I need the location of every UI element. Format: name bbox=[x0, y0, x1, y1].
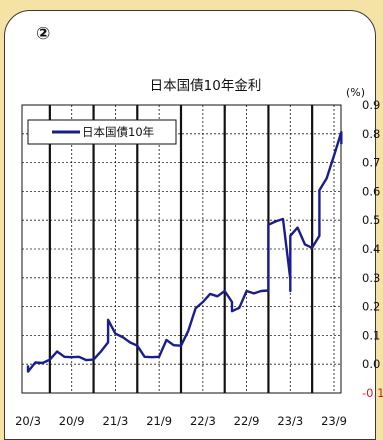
x-tick-label: 22/9 bbox=[234, 414, 260, 428]
y-tick-label: 0.9 bbox=[362, 98, 380, 112]
y-tick-label: 0.5 bbox=[362, 213, 380, 227]
y-tick-label: 0.3 bbox=[362, 271, 380, 285]
legend: 日本国債10年 bbox=[27, 119, 177, 145]
y-tick-label: 0.8 bbox=[362, 127, 380, 141]
y-tick-label: 0.0 bbox=[362, 357, 380, 371]
panel-number: ② bbox=[36, 24, 51, 44]
legend-label: 日本国債10年 bbox=[82, 125, 154, 139]
y-tick-label: 0.2 bbox=[362, 300, 380, 314]
x-tick-label: 23/3 bbox=[277, 414, 303, 428]
y-axis-ticks: 0.9 0.8 0.7 0.6 0.5 0.4 0.3 0.2 0.1 0.0 -0.1 bbox=[362, 98, 383, 400]
x-tick-label: 21/3 bbox=[103, 414, 129, 428]
series-line-jgb10y bbox=[26, 130, 343, 373]
x-tick-label: 20/3 bbox=[15, 414, 41, 428]
y-tick-label: 0.7 bbox=[362, 156, 380, 170]
y-unit-label: (%) bbox=[346, 86, 365, 99]
x-tick-label: 21/9 bbox=[146, 414, 172, 428]
x-tick-label: 23/9 bbox=[321, 414, 347, 428]
x-tick-label: 22/3 bbox=[190, 414, 216, 428]
chart-title: 日本国債10年金利 bbox=[149, 78, 262, 94]
y-tick-label: -0.1 bbox=[362, 386, 383, 400]
x-axis-ticks: 20/3 20/9 21/3 21/9 22/3 22/9 23/3 23/9 bbox=[15, 414, 347, 428]
y-tick-label: 0.1 bbox=[362, 328, 380, 342]
header-band bbox=[0, 0, 383, 10]
y-tick-label: 0.6 bbox=[362, 184, 380, 198]
y-tick-label: 0.4 bbox=[362, 242, 380, 256]
x-tick-label: 20/9 bbox=[59, 414, 85, 428]
